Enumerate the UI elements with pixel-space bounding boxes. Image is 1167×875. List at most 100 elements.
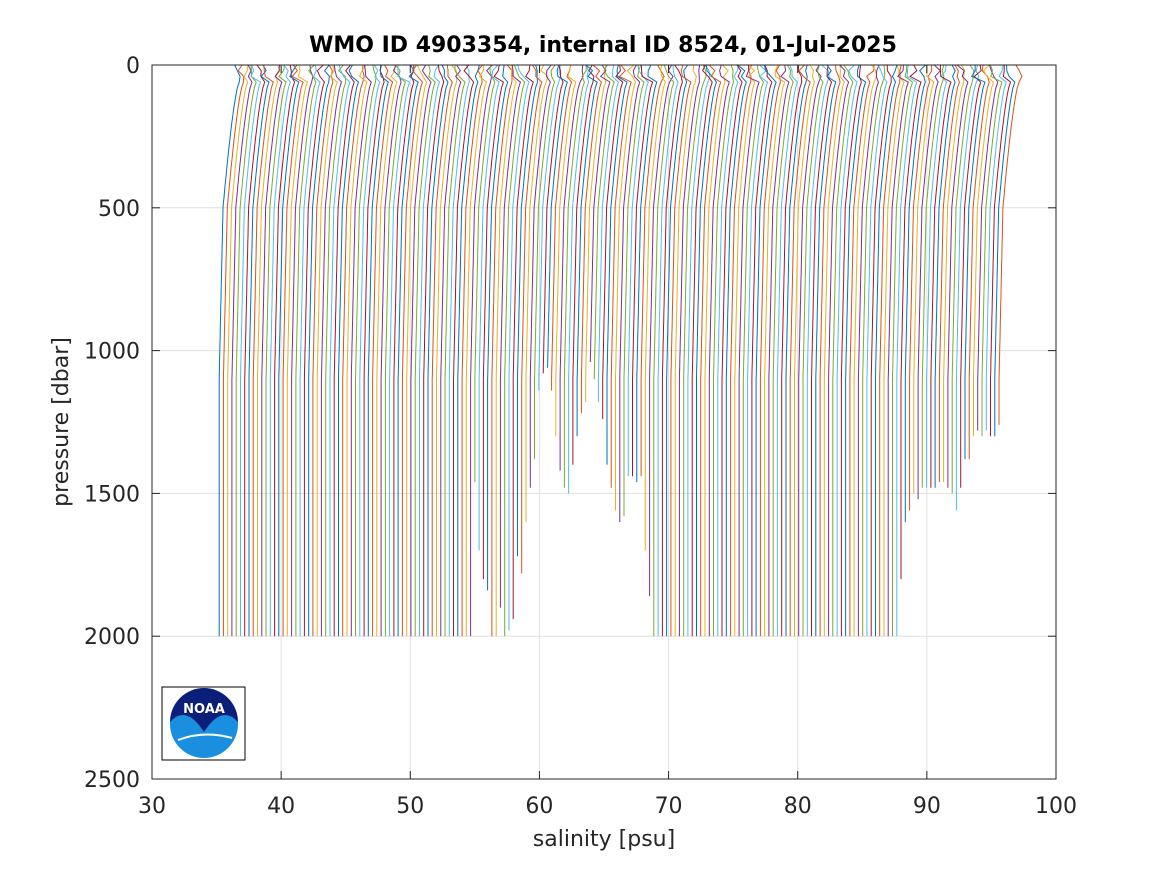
profile-line: [316, 64, 338, 637]
profile-line: [883, 64, 905, 637]
profile-line: [252, 64, 274, 637]
plot-frame: [151, 64, 1057, 780]
profile-line: [990, 65, 1012, 437]
x-tick-label: 40: [267, 794, 295, 819]
profile-line: [674, 64, 697, 637]
profile-line: [448, 64, 470, 637]
profile-line: [704, 64, 729, 637]
profile-line: [231, 64, 253, 637]
profile-line: [423, 64, 445, 637]
profile-line: [747, 64, 769, 637]
profile-line: [964, 64, 986, 460]
profile-line: [401, 64, 423, 637]
profile-line: [632, 64, 654, 477]
profile-line: [943, 64, 966, 482]
profile-line: [610, 64, 632, 488]
y-tick-label: 2500: [84, 768, 140, 793]
profile-line: [529, 64, 552, 488]
profile-line: [482, 64, 504, 580]
profile-line: [376, 64, 398, 637]
profile-line: [372, 64, 394, 637]
profile-line: [985, 64, 1007, 431]
profile-line: [934, 64, 956, 488]
profile-line: [499, 64, 521, 608]
profile-line: [563, 64, 587, 488]
profile-line: [938, 64, 960, 482]
profile-line: [320, 64, 343, 637]
profile-line: [892, 64, 914, 637]
profile-line: [495, 64, 517, 637]
profile-line: [487, 64, 509, 591]
profile-line: [951, 64, 975, 494]
x-tick-label: 50: [396, 794, 424, 819]
profile-line: [248, 64, 270, 637]
logo-bird: [170, 688, 238, 732]
profile-line: [470, 64, 493, 637]
profile-line: [517, 64, 539, 557]
profile-line: [363, 64, 385, 637]
profile-line: [585, 64, 607, 402]
profile-line: [602, 64, 624, 420]
profile-line: [269, 64, 291, 637]
profile-line: [917, 64, 942, 500]
profile-line: [329, 64, 351, 637]
profile-line: [491, 64, 513, 637]
profile-line: [973, 64, 995, 437]
profile-line: [606, 64, 628, 465]
profile-line: [811, 64, 833, 637]
profile-line: [806, 64, 830, 637]
profile-line: [794, 64, 816, 637]
profile-line: [218, 64, 241, 637]
profile-line: [286, 64, 308, 637]
profile-line: [312, 64, 334, 637]
profile-line: [730, 64, 753, 637]
profile-line: [977, 64, 999, 431]
profile-line: [559, 64, 584, 471]
profile-line: [397, 64, 419, 637]
profile-line: [798, 64, 822, 637]
profile-line: [547, 64, 568, 368]
profile-line: [968, 64, 990, 460]
profile-line: [291, 64, 314, 637]
profile-line: [461, 64, 483, 637]
x-tick-label: 90: [913, 794, 941, 819]
profile-line: [653, 64, 675, 637]
profile-line: [325, 64, 347, 637]
profile-line: [853, 64, 878, 637]
profile-line: [295, 64, 317, 637]
profile-line: [870, 64, 892, 637]
profile-line: [994, 64, 1016, 437]
profile-line: [427, 64, 449, 637]
profile-line: [725, 64, 747, 637]
profile-line: [346, 64, 368, 637]
profile-line: [227, 64, 249, 637]
profiles: [218, 64, 1023, 637]
profile-line: [708, 64, 730, 637]
profile-line: [661, 64, 683, 637]
profile-line: [431, 64, 453, 637]
profile-line: [342, 64, 365, 637]
profile-line: [440, 64, 462, 637]
profile-line: [615, 64, 637, 511]
profile-line: [619, 64, 641, 522]
profile-line: [738, 64, 760, 637]
profile-line: [764, 64, 786, 637]
profile-line: [849, 64, 875, 637]
profile-line: [308, 64, 330, 637]
profile-line: [926, 64, 948, 488]
profile-line: [696, 64, 718, 637]
profile-line: [683, 64, 707, 637]
profile-line: [657, 64, 679, 637]
logo-wave: [177, 733, 233, 741]
profile-line: [904, 64, 926, 522]
profile-line: [261, 64, 283, 637]
profile-line: [414, 64, 436, 637]
x-tick-label: 60: [525, 794, 553, 819]
profile-line: [691, 64, 713, 637]
profile-line: [887, 64, 909, 637]
profile-line: [785, 64, 808, 637]
profile-line: [713, 64, 735, 637]
profile-line: [678, 64, 701, 637]
